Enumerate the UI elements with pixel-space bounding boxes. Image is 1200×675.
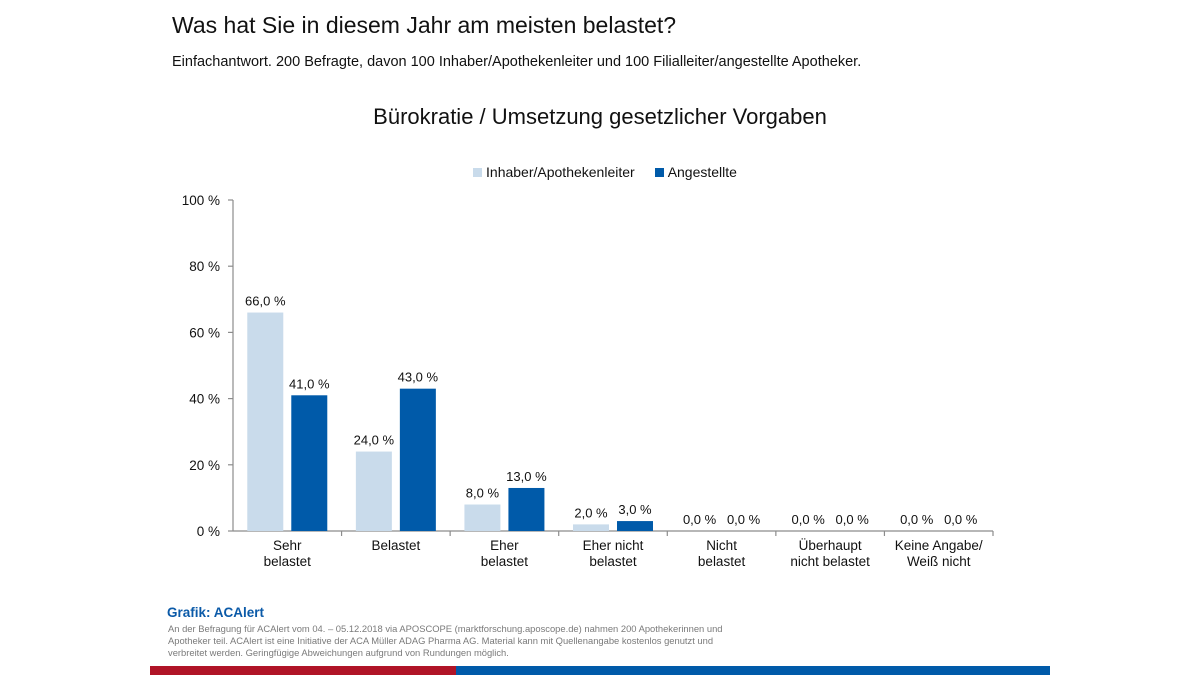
chart-title: Bürokratie / Umsetzung gesetzlicher Vorg… xyxy=(373,104,827,129)
data-label: 43,0 % xyxy=(398,370,439,385)
chart-legend: Inhaber/Apothekenleiter Angestellte xyxy=(0,164,1200,180)
data-label: 66,0 % xyxy=(245,294,286,309)
source-label: Grafik: ACAlert xyxy=(167,605,265,620)
x-tick-label: Eher nicht xyxy=(583,538,644,553)
x-tick-label: belastet xyxy=(698,554,746,569)
bar-inhaber xyxy=(464,504,501,531)
legend-swatch-angestellte xyxy=(654,167,664,177)
data-label: 0,0 % xyxy=(944,512,978,527)
page-title: Was hat Sie in diesem Jahr am meisten be… xyxy=(172,12,677,38)
y-tick-label: 80 % xyxy=(189,259,220,274)
x-tick-label: Nicht xyxy=(706,538,737,553)
data-label: 3,0 % xyxy=(618,502,652,517)
legend-label-inhaber: Inhaber/Apothekenleiter xyxy=(486,164,635,180)
data-label: 24,0 % xyxy=(354,433,395,448)
data-label: 8,0 % xyxy=(466,486,500,501)
y-tick-label: 40 % xyxy=(189,392,220,407)
data-label: 0,0 % xyxy=(900,512,934,527)
bar-chart: 0 % 20 % 40 % 60 % 80 % 100 % 66,0 % 41,0 % Sehr… xyxy=(182,193,994,569)
y-tick-label: 100 % xyxy=(182,193,220,208)
x-tick-label: Belastet xyxy=(371,538,420,553)
y-tick-label: 20 % xyxy=(189,458,220,473)
bar-inhaber xyxy=(355,451,392,531)
legend-item-inhaber: Inhaber/Apothekenleiter xyxy=(473,164,635,180)
footer-bar-red xyxy=(150,666,456,675)
page-subtitle: Einfachantwort. 200 Befragte, davon 100 … xyxy=(172,54,862,70)
bar-angestellte xyxy=(399,388,436,531)
bar-angestellte xyxy=(508,487,545,531)
bar-inhaber xyxy=(573,524,609,531)
footer-bar-blue xyxy=(456,666,1050,675)
y-tick-label: 0 % xyxy=(197,524,220,539)
legend-item-angestellte: Angestellte xyxy=(654,164,737,180)
footnote: An der Befragung für ACAlert vom 04. – 0… xyxy=(168,623,723,658)
data-label: 41,0 % xyxy=(289,376,330,391)
x-tick-label: Keine Angabe/ xyxy=(895,538,983,553)
bar-angestellte xyxy=(617,521,653,531)
data-label: 0,0 % xyxy=(683,512,717,527)
data-label: 0,0 % xyxy=(727,512,761,527)
bar-angestellte xyxy=(291,395,328,531)
data-label: 2,0 % xyxy=(574,505,608,520)
x-tick-label: belastet xyxy=(481,554,529,569)
x-tick-label: belastet xyxy=(264,554,312,569)
x-tick-label: nicht belastet xyxy=(790,554,870,569)
bar-inhaber xyxy=(247,312,284,531)
data-label: 0,0 % xyxy=(836,512,870,527)
x-tick-label: Sehr xyxy=(273,538,302,553)
y-tick-label: 60 % xyxy=(189,325,220,340)
legend-swatch-inhaber xyxy=(473,167,483,177)
x-tick-label: Eher xyxy=(490,538,519,553)
x-tick-label: belastet xyxy=(589,554,637,569)
legend-label-angestellte: Angestellte xyxy=(667,164,737,180)
data-label: 0,0 % xyxy=(792,512,826,527)
x-tick-label: Weiß nicht xyxy=(907,554,971,569)
x-tick-label: Überhaupt xyxy=(799,538,862,553)
data-label: 13,0 % xyxy=(506,469,547,484)
